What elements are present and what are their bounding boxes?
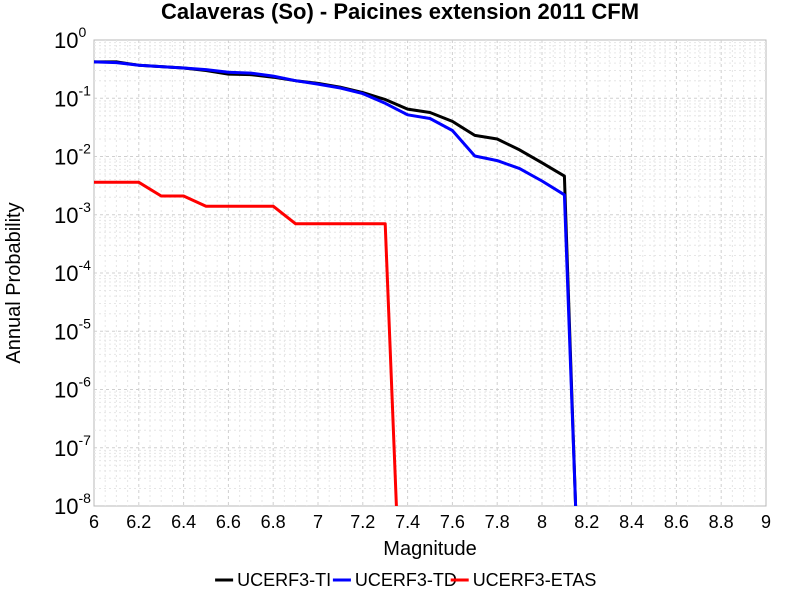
- x-tick-label: 7: [313, 512, 323, 532]
- x-tick-label: 8.6: [664, 512, 689, 532]
- series-line-ucerf3-etas: [94, 180, 398, 507]
- series-lines: [93, 60, 578, 507]
- x-tick-label: 8.4: [619, 512, 644, 532]
- y-tick-label: 10-4: [54, 257, 91, 286]
- x-tick-label: 7.4: [395, 512, 420, 532]
- y-tick-label: 10-8: [54, 490, 91, 519]
- x-tick-label: 9: [761, 512, 771, 532]
- legend: UCERF3-TI UCERF3-TD UCERF3-ETAS: [215, 570, 596, 590]
- legend-label-ucerf3-td: UCERF3-TD: [355, 570, 457, 590]
- y-tick-label: 10-2: [54, 141, 91, 170]
- series-line-ucerf3-td: [93, 60, 578, 507]
- x-tick-label: 7.2: [350, 512, 375, 532]
- x-tick-label: 6.4: [171, 512, 196, 532]
- x-tick-label: 6.2: [126, 512, 151, 532]
- x-axis-label: Magnitude: [383, 538, 476, 560]
- x-tick-label: 6.8: [261, 512, 286, 532]
- x-tick-label: 7.8: [485, 512, 510, 532]
- x-tick-label: 8: [537, 512, 547, 532]
- chart-title: Calaveras (So) - Paicines extension 2011…: [161, 0, 639, 24]
- legend-label-ucerf3-ti: UCERF3-TI: [237, 570, 331, 590]
- y-tick-label: 10-5: [54, 315, 91, 344]
- y-tick-label: 10-7: [54, 432, 91, 461]
- y-tick-label: 100: [54, 24, 86, 53]
- x-tick-label: 6.6: [216, 512, 241, 532]
- y-tick-label: 10-6: [54, 374, 91, 403]
- x-tick-label: 8.2: [574, 512, 599, 532]
- x-tick-label: 8.8: [709, 512, 734, 532]
- x-tick-label: 6: [89, 512, 99, 532]
- x-tick-labels: 6 6.2 6.4 6.6 6.8 7 7.2 7.4 7.6 7.8 8 8.2 8.4 8.6 8.8 9: [89, 512, 771, 532]
- x-tick-label: 7.6: [440, 512, 465, 532]
- y-tick-labels: 100 10-1 10-2 10-3 10-4 10-5 10-6 10-7 10-8: [54, 24, 91, 519]
- legend-label-ucerf3-etas: UCERF3-ETAS: [473, 570, 597, 590]
- y-axis-label: Annual Probability: [3, 202, 25, 363]
- y-tick-label: 10-1: [54, 82, 91, 111]
- y-tick-label: 10-3: [54, 199, 91, 228]
